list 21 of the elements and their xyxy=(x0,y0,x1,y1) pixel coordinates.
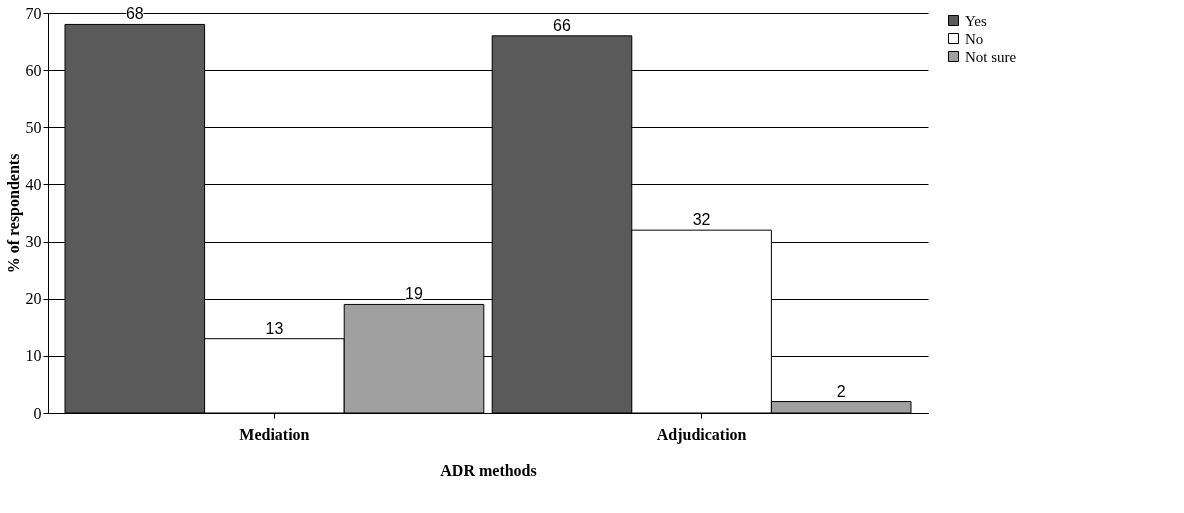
x-axis-title: ADR methods xyxy=(440,461,537,479)
data-label: 19 xyxy=(405,285,424,303)
data-label: 2 xyxy=(836,382,846,400)
y-tick-label: 60 xyxy=(25,61,42,79)
y-tick-label: 30 xyxy=(25,233,42,251)
legend-label: Yes xyxy=(965,12,987,29)
y-tick-label: 50 xyxy=(25,118,42,136)
data-label: 13 xyxy=(265,319,284,337)
legend-label: No xyxy=(965,30,984,47)
data-label: 32 xyxy=(692,211,711,229)
data-label: 66 xyxy=(553,16,571,34)
y-tick-label: 40 xyxy=(25,175,42,193)
y-tick-label: 0 xyxy=(33,404,42,422)
x-tick-label: Adjudication xyxy=(656,425,747,444)
data-label: 68 xyxy=(125,5,144,23)
y-tick-label: 10 xyxy=(25,347,42,365)
x-tick-label: Mediation xyxy=(239,425,310,443)
y-tick-label: 70 xyxy=(25,4,42,22)
y-axis-title: % of respondents xyxy=(4,153,23,274)
y-tick-label: 20 xyxy=(25,290,42,308)
legend-label: Not sure xyxy=(965,48,1017,65)
